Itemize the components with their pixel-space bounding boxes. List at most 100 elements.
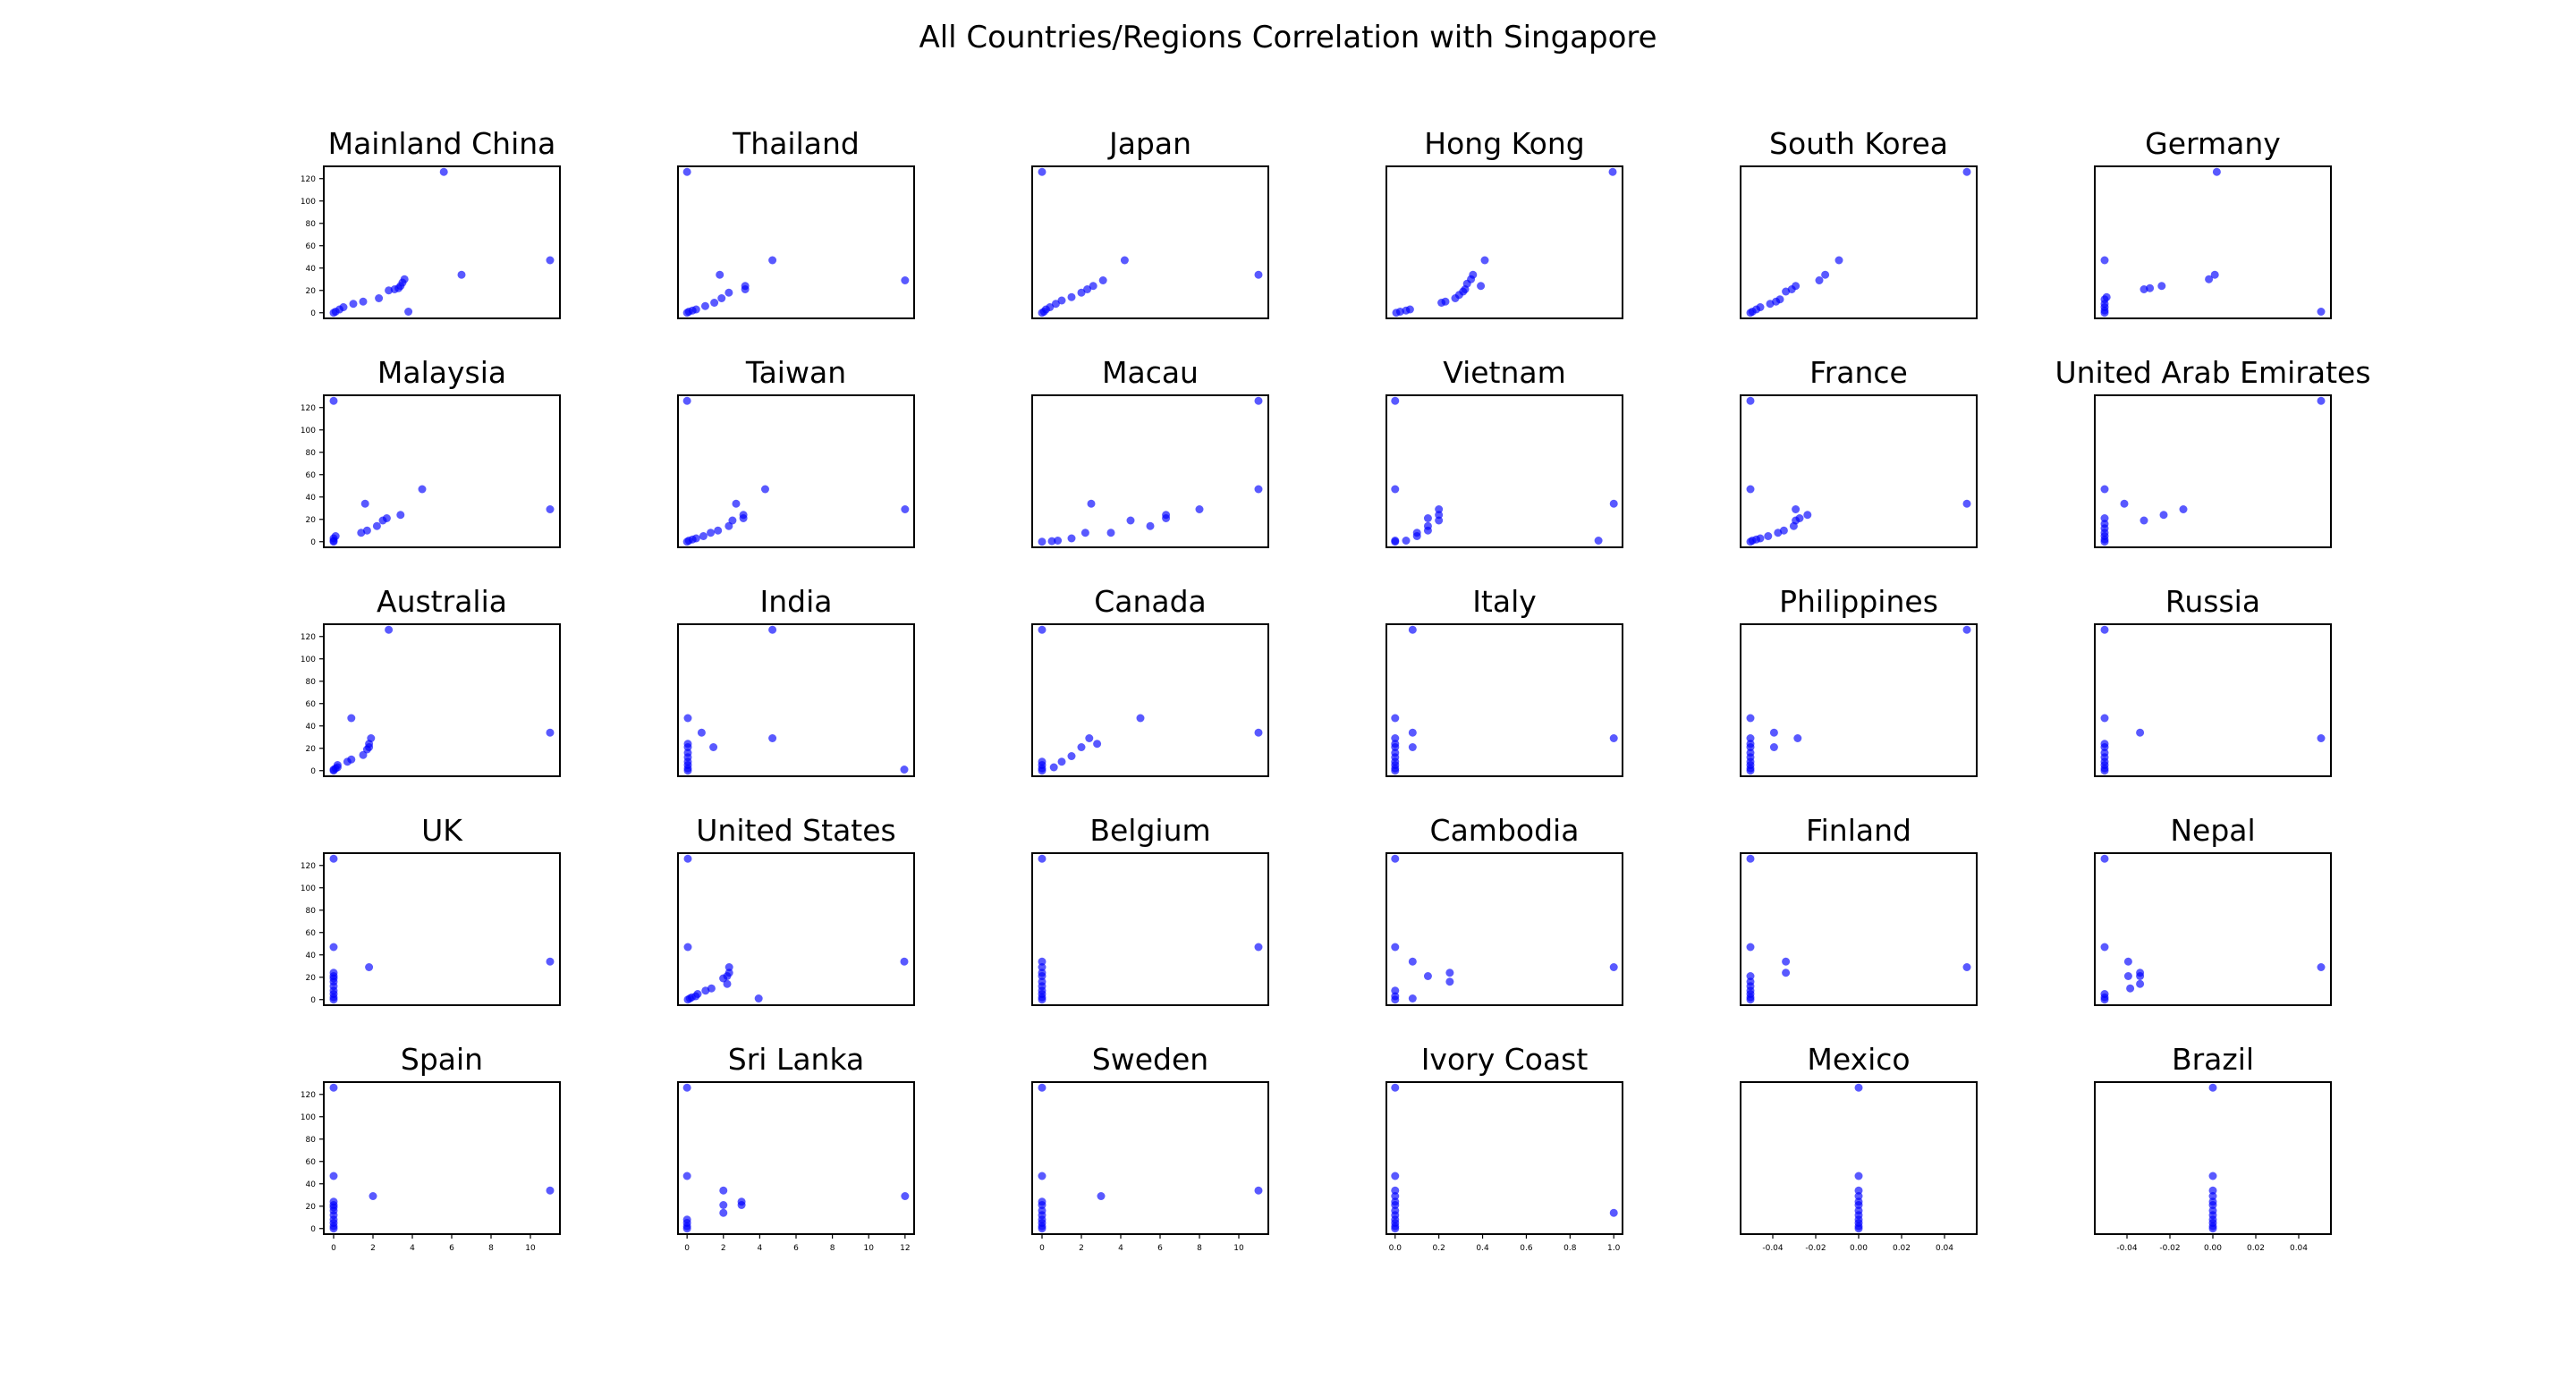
data-point xyxy=(1441,297,1450,306)
data-point xyxy=(724,963,733,971)
data-point xyxy=(760,485,769,494)
y-tick-label: 120 xyxy=(301,1091,316,1100)
subplot-cambodia: Cambodia xyxy=(1385,813,1623,1006)
data-point xyxy=(1391,854,1400,863)
subplot-title: United Arab Emirates xyxy=(2055,355,2370,390)
data-point xyxy=(2146,283,2155,292)
subplot-france: France xyxy=(1740,355,1978,548)
data-point xyxy=(1746,740,1755,749)
data-point xyxy=(768,256,777,265)
data-point xyxy=(2123,972,2132,980)
x-tick-label: 0.0 xyxy=(1389,1244,1402,1253)
subplot-vietnam: Vietnam xyxy=(1385,355,1623,548)
x-tick-label: 12 xyxy=(900,1244,910,1253)
subplot-title: Sweden xyxy=(1092,1042,1208,1077)
data-point xyxy=(2100,514,2109,522)
data-point xyxy=(1423,972,1432,980)
y-tick-label: 20 xyxy=(306,287,317,296)
y-tick-label: 100 xyxy=(301,198,316,207)
axes-frame xyxy=(1031,623,1269,777)
data-point xyxy=(691,305,700,314)
x-tick-label: 8 xyxy=(830,1244,835,1253)
data-point xyxy=(1408,728,1417,737)
data-point xyxy=(1089,282,1097,291)
data-point xyxy=(2100,740,2109,749)
axes-frame xyxy=(2094,852,2332,1006)
data-point xyxy=(2208,1192,2217,1200)
data-point xyxy=(1793,734,1802,742)
data-point xyxy=(754,994,763,1003)
data-point xyxy=(1391,992,1400,1001)
subplot-italy: Italy xyxy=(1385,584,1623,777)
data-point xyxy=(1795,514,1804,522)
data-point xyxy=(717,294,726,302)
data-point xyxy=(1608,167,1617,176)
subplot-title: Philippines xyxy=(1779,584,1938,619)
data-point xyxy=(347,755,356,764)
data-point xyxy=(1609,963,1618,971)
data-point xyxy=(1408,957,1417,966)
data-point xyxy=(724,969,733,977)
data-point xyxy=(329,1172,338,1180)
y-tick-label: 80 xyxy=(306,1136,317,1145)
subplot-macau: Macau xyxy=(1031,355,1269,548)
data-point xyxy=(1756,303,1765,311)
data-point xyxy=(683,854,692,863)
data-point xyxy=(1126,516,1135,525)
data-point xyxy=(1962,963,1971,971)
y-tick-label: 100 xyxy=(301,656,316,664)
data-point xyxy=(732,499,741,508)
data-point xyxy=(359,297,368,306)
y-tick-label: 60 xyxy=(306,1158,317,1167)
data-point xyxy=(1408,625,1417,634)
y-tick-label: 20 xyxy=(306,516,317,525)
data-point xyxy=(2208,1206,2217,1215)
data-point xyxy=(1054,537,1063,545)
axes-frame xyxy=(323,623,561,777)
data-point xyxy=(1769,743,1778,751)
x-tick-label: 10 xyxy=(864,1244,875,1253)
x-tick-label: 0.00 xyxy=(1850,1244,1868,1253)
axes-frame xyxy=(1385,623,1623,777)
data-point xyxy=(691,534,700,543)
data-point xyxy=(1782,969,1791,977)
data-point xyxy=(2100,749,2109,757)
data-point xyxy=(372,521,381,530)
data-point xyxy=(1097,1192,1106,1200)
data-point xyxy=(1391,740,1400,749)
x-tick-label: -0.02 xyxy=(2159,1244,2180,1253)
x-tick-label: 0.04 xyxy=(1936,1244,1953,1253)
x-tick-label: 2 xyxy=(721,1244,726,1253)
axes-frame xyxy=(2094,623,2332,777)
data-point xyxy=(546,505,555,513)
y-tick-label: 40 xyxy=(306,723,317,732)
data-point xyxy=(2140,516,2148,525)
y-tick-label: 120 xyxy=(301,175,316,184)
data-point xyxy=(1038,1083,1046,1092)
data-point xyxy=(2157,282,2166,291)
subplot-title: Brazil xyxy=(2172,1042,2254,1077)
data-point xyxy=(329,396,338,405)
data-point xyxy=(1962,167,1971,176)
subplot-title: Canada xyxy=(1094,584,1207,619)
data-point xyxy=(1146,521,1155,530)
data-point xyxy=(1746,943,1755,952)
subplot-malaysia: Malaysia 0 20 40 60 80 100 120 xyxy=(301,355,561,548)
data-point xyxy=(2210,270,2219,279)
data-point xyxy=(329,1197,338,1206)
y-tick-label: 80 xyxy=(306,907,317,916)
data-point xyxy=(2100,625,2109,634)
y-tick-label: 120 xyxy=(301,862,316,871)
data-point xyxy=(546,256,555,265)
data-point xyxy=(1609,499,1618,508)
y-tick-label: 40 xyxy=(306,1180,317,1189)
subplot-title: Japan xyxy=(1107,126,1191,161)
data-point xyxy=(2100,714,2109,723)
axes-frame xyxy=(1031,165,1269,319)
data-point xyxy=(1038,537,1046,546)
data-point xyxy=(901,276,910,284)
data-point xyxy=(1046,303,1055,311)
y-tick-label: 80 xyxy=(306,678,317,687)
data-point xyxy=(1412,529,1421,537)
x-tick-label: 2 xyxy=(1079,1244,1084,1253)
